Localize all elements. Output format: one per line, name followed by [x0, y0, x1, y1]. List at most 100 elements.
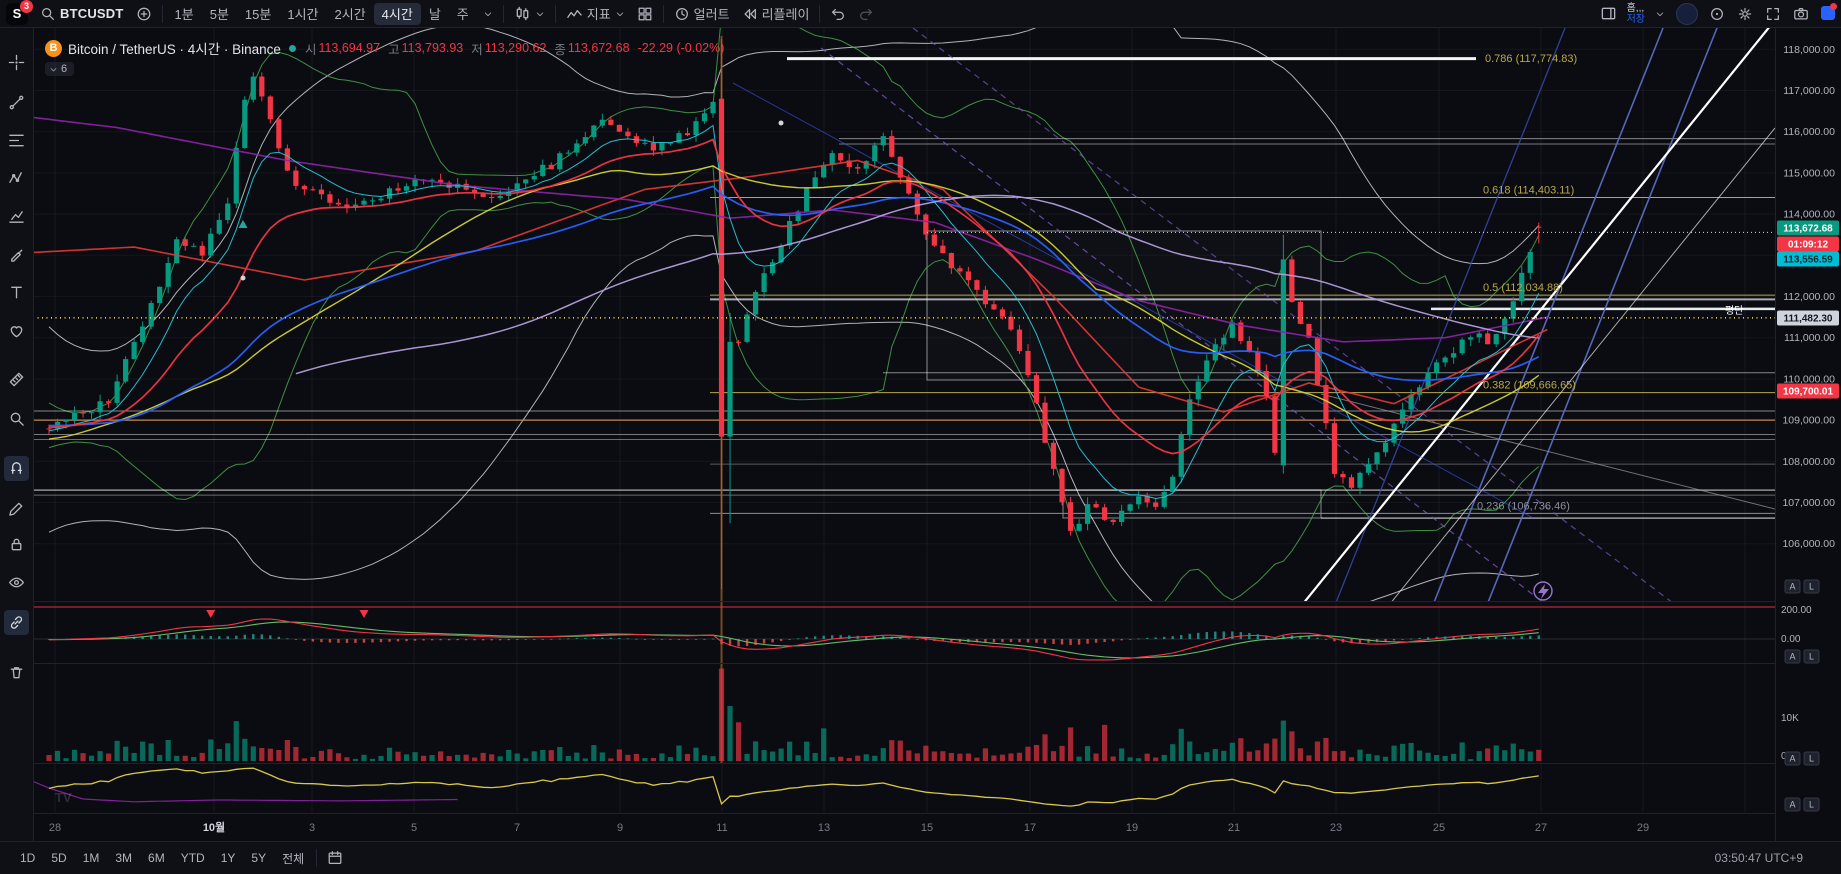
price-tag: 113,672.68 — [1777, 220, 1839, 236]
time-axis-label: 13 — [818, 822, 830, 834]
symbol-title[interactable]: Bitcoin / TetherUS · 4시간 · Binance — [68, 42, 281, 57]
chart-canvas[interactable]: 평단 0.786 (117,774.83) 0.618 (114,403.11) 0.… — [33, 28, 1841, 841]
range-5Y[interactable]: 5Y — [243, 847, 274, 869]
range-5D[interactable]: 5D — [43, 847, 74, 869]
panel-toggle-button[interactable] — [1594, 2, 1623, 26]
price-tag: 111,482.30 — [1777, 310, 1839, 326]
scale-l-button[interactable]: L — [1803, 579, 1820, 594]
range-YTD[interactable]: YTD — [173, 847, 213, 869]
user-avatar[interactable] — [1676, 2, 1698, 25]
app-logo[interactable]: S 3 — [6, 0, 33, 25]
settings-button[interactable] — [1731, 2, 1759, 26]
fib-retracement-icon[interactable] — [4, 128, 29, 153]
fib-level-label: 0.618 (114,403.11) — [1483, 184, 1574, 196]
svg-text:L: L — [1809, 652, 1814, 662]
ruler-icon[interactable] — [4, 367, 29, 392]
timeframe-2시간[interactable]: 2시간 — [327, 3, 374, 25]
range-6M[interactable]: 6M — [140, 847, 173, 869]
chevron-down-icon — [536, 12, 543, 16]
screenshot-button[interactable] — [1787, 2, 1815, 26]
time-axis-label: 7 — [514, 822, 520, 834]
price-axis[interactable]: 118,000.00 117,000.00 116,000.00 115,000.00… — [1775, 28, 1841, 841]
range-1D[interactable]: 1D — [12, 847, 43, 869]
scale-a-button[interactable]: A — [1784, 579, 1801, 594]
redo-button[interactable] — [852, 2, 880, 26]
pattern-icon[interactable] — [4, 166, 29, 191]
calendar-icon — [328, 851, 342, 864]
fib-level-label: 0.786 (117,774.83) — [1485, 53, 1577, 65]
clock-timezone[interactable]: 03:50:47 UTC+9 — [1714, 851, 1803, 865]
scale-l-button[interactable]: L — [1803, 649, 1820, 664]
alert-button[interactable]: 얼러트 — [668, 2, 736, 26]
timeframe-주[interactable]: 주 — [449, 3, 477, 25]
logo-letter: S — [12, 6, 22, 21]
save-button[interactable]: 저장 — [1626, 13, 1645, 25]
legend-collapse-button[interactable]: 6 — [45, 62, 75, 76]
eye-icon[interactable] — [4, 570, 29, 595]
svg-text:A: A — [1789, 754, 1795, 764]
chart-type-button[interactable] — [508, 2, 551, 26]
trend-line-drawing — [732, 82, 1534, 519]
scale-a-button[interactable]: A — [1784, 797, 1801, 812]
timeframe-날[interactable]: 날 — [421, 3, 449, 25]
time-axis-label: 29 — [1637, 822, 1649, 834]
price-axis-label: 109,000.00 — [1782, 415, 1835, 427]
ohlc-values: 시 113,694.97 고 113,793.93 저 113,290.62 종 113,67… — [305, 39, 724, 58]
timeframe-expand-button[interactable] — [477, 2, 499, 26]
undo-button[interactable] — [824, 2, 852, 26]
range-3M[interactable]: 3M — [107, 847, 140, 869]
pencil-icon[interactable] — [4, 496, 29, 521]
market-status-icon — [288, 44, 296, 52]
quick-access-icon — [1711, 7, 1723, 20]
go-to-date-button[interactable] — [321, 846, 349, 870]
ohlc-label: 시 — [304, 42, 317, 57]
timeframe-1시간[interactable]: 1시간 — [279, 3, 326, 25]
svg-text:A: A — [1789, 582, 1795, 592]
text-tool-icon[interactable] — [4, 280, 29, 305]
layout-menu-button[interactable] — [1649, 2, 1671, 26]
time-axis-label: 17 — [1024, 822, 1036, 834]
crosshair-icon[interactable] — [4, 50, 29, 75]
range-전체[interactable]: 전체 — [274, 847, 312, 869]
range-1Y[interactable]: 1Y — [213, 847, 244, 869]
magnet-icon[interactable] — [4, 456, 29, 481]
ohlc-value: 113,694.97 — [318, 41, 381, 55]
scale-l-button[interactable]: L — [1803, 797, 1820, 812]
timeframe-5분[interactable]: 5분 — [202, 3, 237, 25]
timeframe-1분[interactable]: 1분 — [167, 3, 202, 25]
divider — [662, 4, 664, 23]
time-axis[interactable]: 28 10월 3 5 7 9 11 13 15 17 19 21 23 25 27 29 — [49, 820, 1649, 834]
plus-circle-icon — [137, 7, 150, 20]
brush-icon[interactable] — [4, 242, 29, 267]
layout-name: 홈,,, — [1626, 2, 1645, 14]
replay-button[interactable]: 리플레이 — [736, 2, 816, 26]
fullscreen-icon — [1767, 7, 1779, 20]
forecast-icon[interactable] — [4, 204, 29, 229]
trend-line-icon[interactable] — [4, 90, 29, 115]
indicators-button[interactable]: 지표 — [560, 2, 631, 26]
scale-a-button[interactable]: A — [1784, 649, 1801, 664]
range-1M[interactable]: 1M — [75, 847, 108, 869]
trash-icon[interactable] — [4, 660, 29, 685]
lightning-icon[interactable] — [1533, 581, 1553, 601]
layout-grid-button[interactable] — [631, 2, 659, 26]
emoji-icon[interactable] — [4, 319, 29, 344]
timeframe-4시간[interactable]: 4시간 — [373, 2, 421, 25]
grid-layout-icon — [638, 7, 652, 20]
scale-l-button[interactable]: L — [1803, 751, 1820, 766]
symbol-search-button[interactable]: BTCUSDT — [34, 2, 130, 26]
layout-save-block[interactable]: 홈,,, 저장 — [1623, 3, 1649, 25]
chevron-down-icon — [50, 67, 57, 71]
link-tool-icon[interactable] — [4, 610, 29, 635]
timeframe-15분[interactable]: 15분 — [237, 3, 279, 25]
zoom-tool-icon[interactable] — [4, 406, 29, 431]
bottom-toolbar: 1D 5D 1M 3M 6M YTD 1Y 5Y 전체 03:50:47 UTC+9 — [0, 841, 1841, 874]
add-symbol-button[interactable] — [130, 2, 158, 26]
scale-a-button[interactable]: A — [1784, 751, 1801, 766]
divider — [819, 4, 821, 23]
lock-tool-icon[interactable] — [4, 532, 29, 557]
fullscreen-button[interactable] — [1759, 2, 1787, 26]
quick-access-button[interactable] — [1703, 2, 1731, 26]
cropped-icon-dot — [1830, 2, 1837, 10]
price-axis-label: 111,000.00 — [1784, 332, 1835, 344]
